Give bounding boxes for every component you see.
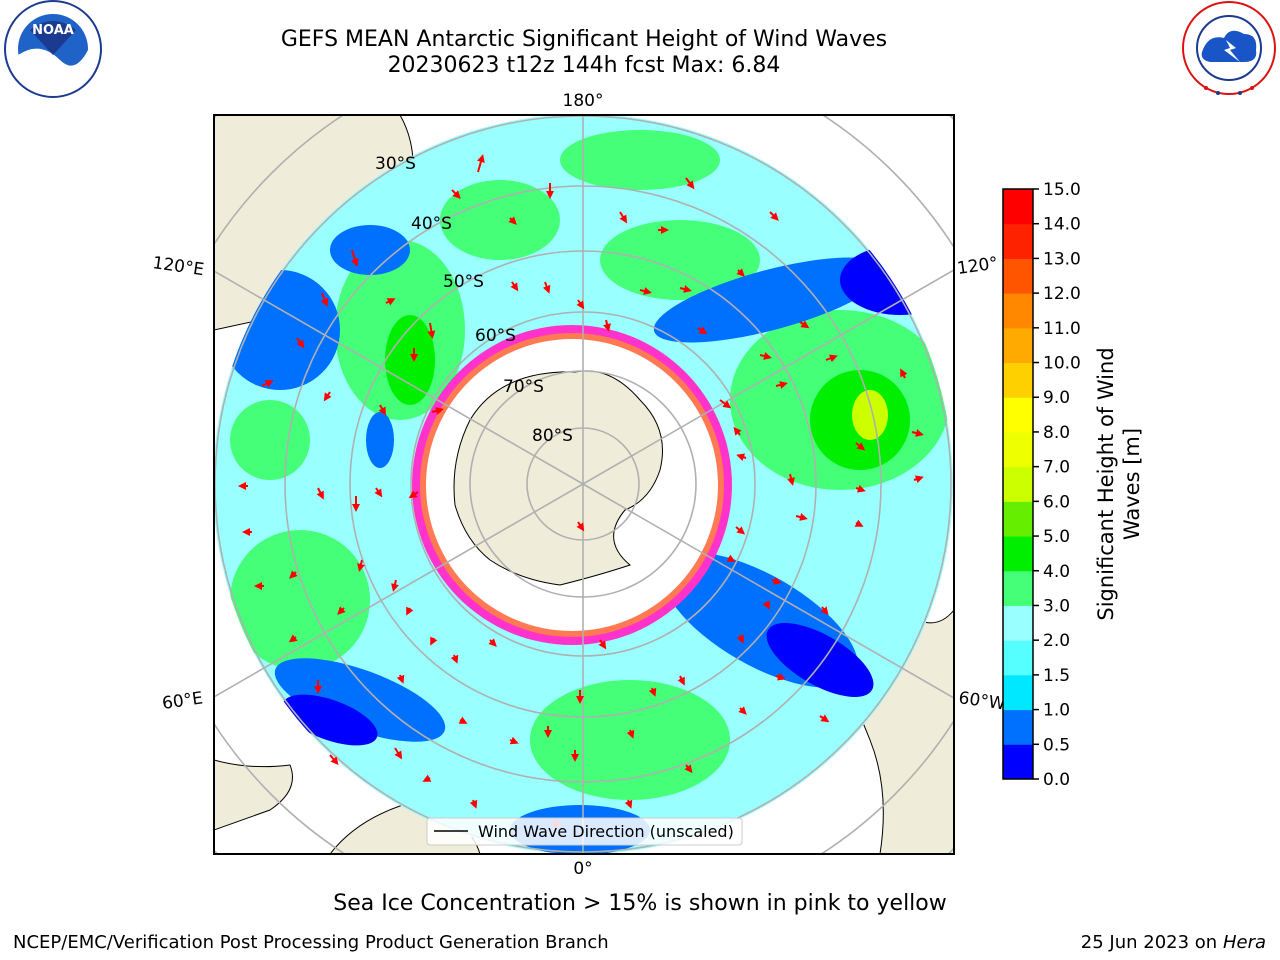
lat-label-60s: 60°S <box>475 326 516 346</box>
colorbar-tick-label: 10.0 <box>1043 354 1081 374</box>
lon-label-120e: 120°E <box>151 253 205 280</box>
map-title-line2: 20230623 t12z 144h fcst Max: 6.84 <box>387 53 781 78</box>
colorbar: 0.0 0.5 1.0 1.5 2.0 3.0 4.0 5.0 6.0 7.0 8.0 9.0 10.0… <box>1002 180 1144 790</box>
colorbar-tick-label: 11.0 <box>1043 319 1081 339</box>
lon-label-180: 180° <box>563 91 604 111</box>
legend-label: Wind Wave Direction (unscaled) <box>478 822 734 841</box>
noaa-logo-icon: NOAA <box>4 0 102 98</box>
colorbar-tick-label: 2.0 <box>1043 631 1070 651</box>
colorbar-bin <box>1003 640 1033 676</box>
colorbar-tick-label: 14.0 <box>1043 215 1081 235</box>
colorbar-bin <box>1003 258 1033 294</box>
colorbar-bin <box>1003 223 1033 259</box>
colorbar-tick-label: 15.0 <box>1043 180 1081 200</box>
nws-logo-icon <box>1182 1 1276 95</box>
colorbar-tick-label: 9.0 <box>1043 388 1070 408</box>
colorbar-bin <box>1003 501 1033 537</box>
footer-host: Hera <box>1222 932 1266 953</box>
colorbar-tick-label: 5.0 <box>1043 527 1070 547</box>
sea-ice-note: Sea Ice Concentration > 15% is shown in … <box>333 891 947 916</box>
lat-label-80s: 80°S <box>532 426 573 446</box>
colorbar-tick-label: 6.0 <box>1043 492 1070 512</box>
colorbar-label-line1: Significant Height of Wind <box>1094 347 1118 620</box>
colorbar-tick-label: 1.0 <box>1043 701 1070 721</box>
lat-label-30s: 30°S <box>375 154 416 174</box>
lat-label-70s: 70°S <box>503 377 544 397</box>
lon-label-60e: 60°E <box>161 688 204 713</box>
lon-label-0: 0° <box>573 859 592 879</box>
colorbar-bin <box>1003 327 1033 364</box>
colorbar-bin <box>1003 536 1033 572</box>
colorbar-tick-label: 12.0 <box>1043 284 1081 304</box>
colorbar-tick-label: 8.0 <box>1043 423 1070 443</box>
footer-producer: NCEP/EMC/Verification Post Processing Pr… <box>13 932 609 953</box>
colorbar-tick-label: 1.5 <box>1043 666 1070 686</box>
colorbar-tick-label: 3.0 <box>1043 596 1070 616</box>
colorbar-bin <box>1003 466 1033 502</box>
colorbar-bin <box>1003 293 1033 329</box>
colorbar-label-line2: Waves [m] <box>1120 428 1144 540</box>
colorbar-bin <box>1003 709 1033 745</box>
colorbar-tick-label: 7.0 <box>1043 458 1070 478</box>
map-title-line1: GEFS MEAN Antarctic Significant Height o… <box>280 27 888 52</box>
colorbar-bin <box>1003 674 1033 711</box>
colorbar-tick-label: 0.5 <box>1043 735 1070 755</box>
noaa-logo-text: NOAA <box>32 23 74 38</box>
colorbar-tick-label: 13.0 <box>1043 249 1081 269</box>
colorbar-bin <box>1003 397 1033 433</box>
colorbar-bin <box>1003 744 1033 780</box>
colorbar-tick-label: 0.0 <box>1043 770 1070 790</box>
lat-label-50s: 50°S <box>443 272 484 292</box>
footer-date: 25 Jun 2023 on Hera <box>1081 932 1266 953</box>
colorbar-tick-label: 4.0 <box>1043 562 1070 582</box>
colorbar-bin <box>1003 605 1033 641</box>
colorbar-bin <box>1003 189 1033 225</box>
colorbar-bin <box>1003 362 1033 398</box>
map-legend: Wind Wave Direction (unscaled) <box>426 817 743 846</box>
colorbar-bin <box>1003 570 1033 606</box>
colorbar-bin <box>1003 431 1033 468</box>
lat-label-40s: 40°S <box>411 214 452 234</box>
footer-date-text: 25 Jun 2023 on <box>1080 932 1218 953</box>
